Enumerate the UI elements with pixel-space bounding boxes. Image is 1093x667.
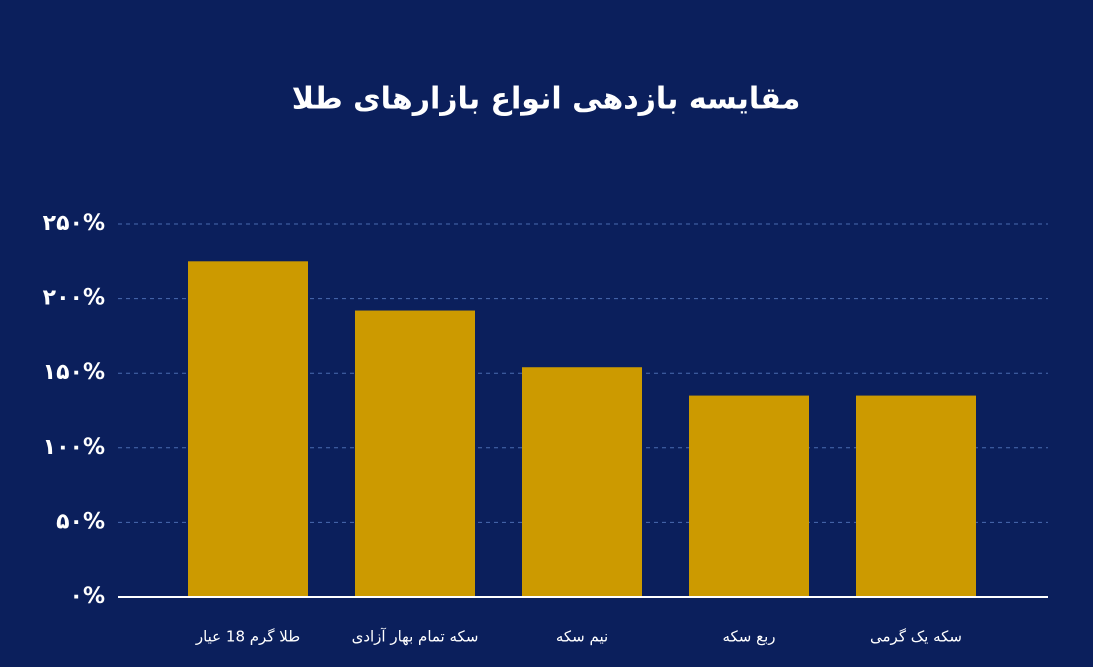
bar bbox=[188, 261, 308, 597]
y-tick-label: ۵۰% bbox=[56, 509, 105, 534]
y-tick-label: ۱۵۰% bbox=[43, 360, 105, 385]
bar bbox=[689, 395, 809, 597]
y-tick-label: ۰% bbox=[70, 584, 105, 609]
bar bbox=[522, 367, 642, 597]
x-tick-label: ربع سکه bbox=[722, 628, 775, 646]
x-tick-label: سکه تمام بهار آزادی bbox=[352, 628, 479, 646]
bar bbox=[856, 395, 976, 597]
chart-title: مقایسه بازدهی انواع بازارهای طلا bbox=[292, 82, 801, 117]
y-tick-label: ۱۰۰% bbox=[43, 435, 105, 460]
x-tick-label: نیم سکه bbox=[556, 628, 608, 646]
bar bbox=[355, 310, 475, 597]
y-tick-label: ۲۰۰% bbox=[43, 286, 105, 311]
x-tick-label: سکه یک گرمی bbox=[870, 628, 962, 646]
y-tick-label: ۲۵۰% bbox=[43, 211, 105, 236]
x-tick-label: طلا گرم 18 عیار bbox=[195, 628, 300, 646]
